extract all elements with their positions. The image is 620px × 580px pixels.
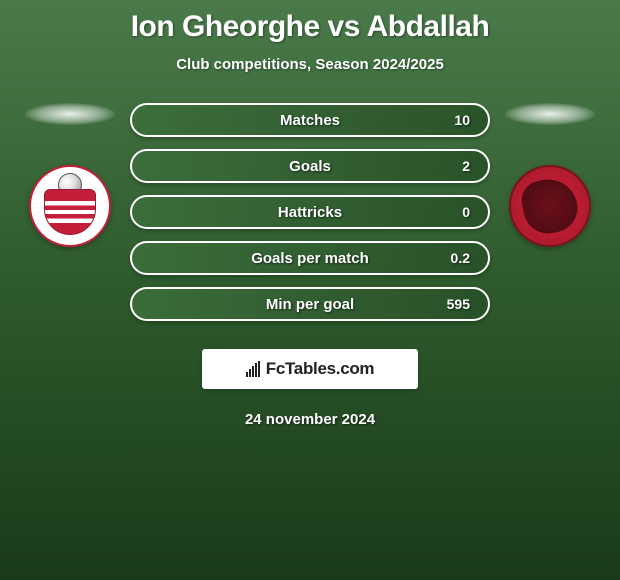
stat-label: Goals per match — [251, 250, 369, 267]
left-player-column: SEPSI — [20, 103, 120, 247]
stat-label: Goals — [289, 158, 331, 175]
stat-value-right: 0.2 — [451, 250, 470, 266]
brand-attribution[interactable]: FcTables.com — [202, 349, 418, 389]
subtitle: Club competitions, Season 2024/2025 — [176, 56, 444, 73]
dog-icon — [518, 174, 582, 238]
bar-chart-icon — [246, 361, 260, 377]
club-logo-left: SEPSI — [29, 165, 111, 247]
stat-value-right: 2 — [462, 158, 470, 174]
stat-label: Matches — [280, 112, 340, 129]
stat-pill-goals: Goals 2 — [130, 149, 490, 183]
stat-value-right: 10 — [454, 112, 470, 128]
shield-icon — [44, 189, 96, 235]
stat-pill-hattricks: Hattricks 0 — [130, 195, 490, 229]
comparison-row: SEPSI Matches 10 Goals 2 Hattricks 0 Goa… — [0, 103, 620, 321]
stat-label: Min per goal — [266, 296, 354, 313]
brand-label: FcTables.com — [266, 359, 375, 379]
player-highlight-right — [505, 103, 595, 125]
comparison-infographic: Ion Gheorghe vs Abdallah Club competitio… — [0, 0, 620, 438]
date-label: 24 november 2024 — [245, 411, 375, 428]
stats-column: Matches 10 Goals 2 Hattricks 0 Goals per… — [130, 103, 490, 321]
stat-pill-goals-per-match: Goals per match 0.2 — [130, 241, 490, 275]
player-highlight-left — [25, 103, 115, 125]
stat-label: Hattricks — [278, 204, 342, 221]
page-title: Ion Gheorghe vs Abdallah — [131, 10, 490, 44]
right-player-column — [500, 103, 600, 247]
stat-value-right: 0 — [462, 204, 470, 220]
stat-pill-matches: Matches 10 — [130, 103, 490, 137]
stat-value-right: 595 — [447, 296, 470, 312]
stat-pill-min-per-goal: Min per goal 595 — [130, 287, 490, 321]
club-logo-right — [509, 165, 591, 247]
